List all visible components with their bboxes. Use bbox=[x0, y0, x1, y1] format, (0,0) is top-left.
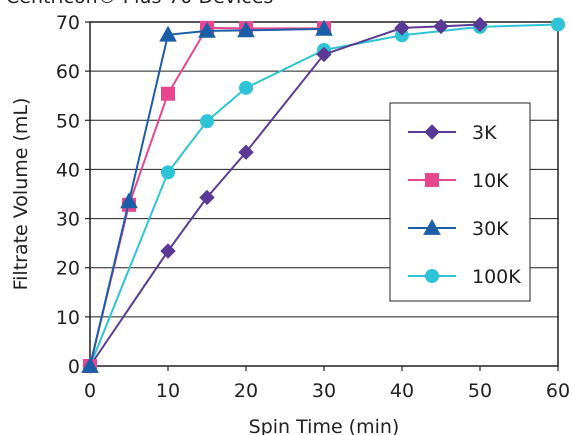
x-tick-label: 10 bbox=[156, 380, 180, 402]
y-axis-label: Filtrate Volume (mL) bbox=[10, 98, 32, 291]
legend-item-100K: 100K bbox=[408, 266, 521, 288]
data-point-30K bbox=[237, 21, 255, 38]
x-tick-label: 50 bbox=[468, 380, 492, 402]
x-tick-label: 60 bbox=[546, 380, 570, 402]
x-tick-label: 0 bbox=[84, 380, 96, 402]
y-tick-label: 50 bbox=[56, 110, 80, 132]
data-point-3K bbox=[394, 20, 410, 36]
legend-item-10K: 10K bbox=[408, 170, 509, 192]
data-point-3K bbox=[160, 243, 176, 259]
y-tick-label: 40 bbox=[56, 159, 80, 181]
series-30K bbox=[81, 19, 333, 373]
x-tick-label: 40 bbox=[390, 380, 414, 402]
data-point-3K bbox=[316, 46, 332, 63]
y-tick-label: 0 bbox=[68, 356, 80, 378]
legend-label: 100K bbox=[472, 266, 521, 288]
x-axis-label: Spin Time (min) bbox=[249, 416, 400, 435]
y-tick-label: 20 bbox=[56, 258, 80, 280]
legend-marker bbox=[423, 218, 441, 235]
legend-label: 3K bbox=[472, 122, 497, 144]
series-line-30K bbox=[89, 27, 325, 367]
x-axis-ticks: 0 10 20 30 40 50 60 bbox=[84, 366, 570, 402]
data-point-30K bbox=[81, 356, 99, 373]
legend: 3K 10K 30K 100K bbox=[389, 102, 531, 302]
chart-title: Centricon® Plus-70 Devices bbox=[6, 0, 273, 8]
data-point-10K bbox=[161, 86, 175, 101]
data-point-100K bbox=[551, 17, 565, 32]
data-point-100K bbox=[161, 165, 175, 180]
data-point-30K bbox=[159, 25, 177, 42]
y-tick-label: 70 bbox=[56, 12, 80, 34]
series-layer bbox=[81, 16, 565, 374]
data-point-3K bbox=[199, 189, 215, 206]
legend-item-3K: 3K bbox=[408, 122, 497, 144]
legend-box bbox=[389, 102, 531, 302]
data-point-100K bbox=[200, 114, 214, 129]
legend-item-30K: 30K bbox=[408, 218, 509, 240]
legend-marker bbox=[425, 173, 439, 187]
y-tick-label: 30 bbox=[56, 209, 80, 231]
x-tick-label: 30 bbox=[312, 380, 336, 402]
data-point-3K bbox=[433, 18, 449, 35]
y-tick-label: 10 bbox=[56, 307, 80, 329]
data-point-100K bbox=[239, 80, 253, 95]
x-tick-label: 20 bbox=[234, 380, 258, 402]
legend-marker bbox=[424, 124, 440, 140]
y-axis-ticks: 0 10 20 30 40 50 60 70 bbox=[56, 12, 90, 378]
y-tick-label: 60 bbox=[56, 61, 80, 83]
data-point-3K bbox=[472, 16, 488, 33]
data-point-30K bbox=[120, 192, 138, 209]
data-point-3K bbox=[238, 144, 254, 160]
legend-label: 30K bbox=[472, 218, 509, 240]
data-point-30K bbox=[315, 19, 333, 36]
data-point-30K bbox=[198, 21, 216, 38]
legend-label: 10K bbox=[472, 170, 509, 192]
series-line-100K bbox=[89, 23, 559, 367]
legend-marker bbox=[425, 269, 439, 283]
